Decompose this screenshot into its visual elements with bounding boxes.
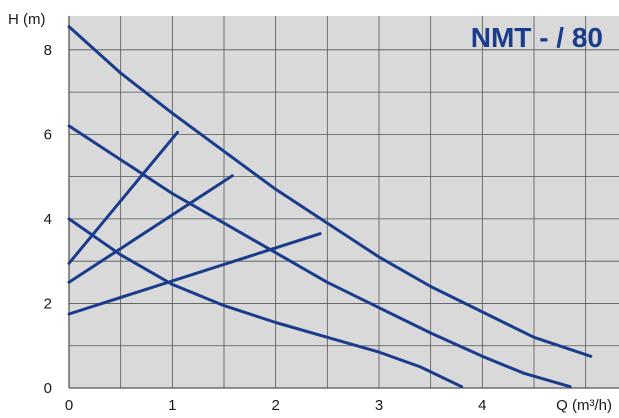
series-line-5 — [67, 174, 234, 284]
y-tick-label: 4 — [44, 211, 52, 228]
y-tick-label: 8 — [44, 42, 52, 59]
y-tick-label: 6 — [44, 126, 52, 143]
series-line-3 — [67, 217, 464, 389]
y-axis-label: H (m) — [8, 11, 46, 28]
x-tick-label: 3 — [375, 397, 383, 414]
x-tick-label: 0 — [65, 397, 73, 414]
y-tick-labels: 0 2 4 6 8 — [44, 42, 52, 397]
x-axis-label: Q (m³/h) — [556, 397, 612, 414]
x-tick-label: 4 — [478, 397, 486, 414]
y-tick-label: 0 — [44, 380, 52, 397]
chart-title: NMT - / 80 — [471, 22, 603, 53]
x-tick-label: 2 — [271, 397, 279, 414]
grid — [68, 16, 619, 389]
y-tick-label: 2 — [44, 295, 52, 312]
x-tick-labels: 0 1 2 3 4 — [65, 397, 487, 414]
series-layer — [67, 25, 593, 389]
x-tick-label: 1 — [168, 397, 176, 414]
series-line-4 — [67, 130, 179, 265]
plot-area — [69, 16, 619, 388]
series-line-6 — [67, 232, 322, 316]
series-line-1 — [67, 25, 593, 358]
series-line-2 — [67, 124, 572, 389]
